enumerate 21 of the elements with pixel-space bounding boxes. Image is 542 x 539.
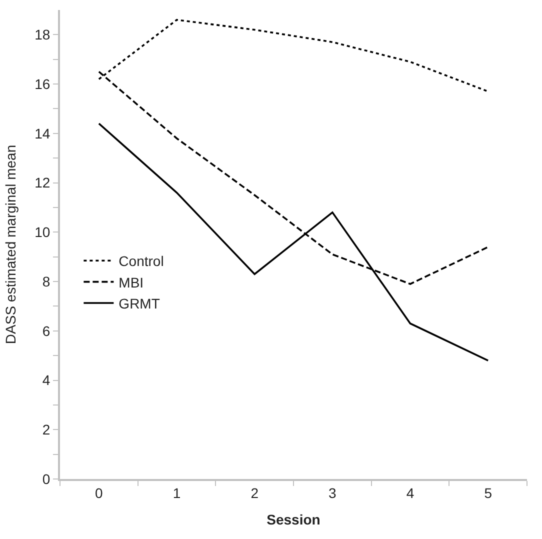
x-tick-label: 5 <box>484 484 492 501</box>
y-tick-label: 0 <box>42 470 50 487</box>
x-tick-label: 3 <box>328 484 337 501</box>
y-tick-label: 12 <box>34 174 50 191</box>
y-tick-label: 14 <box>34 125 50 142</box>
x-tick-label: 1 <box>172 484 181 501</box>
legend-label: MBI <box>118 274 144 290</box>
x-axis-title: Session <box>266 512 320 528</box>
y-axis-title: DASS estimated marginal mean <box>2 144 19 344</box>
y-tick-label: 10 <box>34 224 50 240</box>
y-tick-label: 4 <box>42 372 50 388</box>
y-tick-label: 18 <box>34 26 50 43</box>
x-tick-label: 0 <box>95 484 104 501</box>
x-tick-label: 2 <box>250 484 259 501</box>
legend-label: GRMT <box>118 295 160 312</box>
y-tick-label: 2 <box>42 422 50 438</box>
y-tick-label: 8 <box>42 273 50 290</box>
y-tick-label: 16 <box>34 76 50 92</box>
x-tick-label: 4 <box>406 484 414 501</box>
y-tick-label: 6 <box>42 322 50 339</box>
legend-label: Control <box>118 253 164 270</box>
